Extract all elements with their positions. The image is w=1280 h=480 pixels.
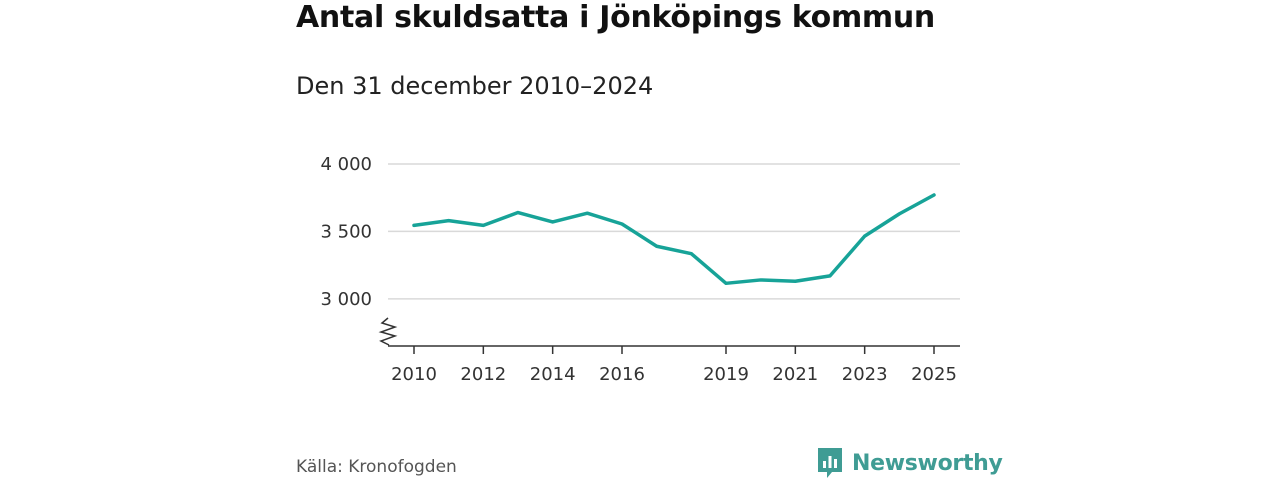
series-line <box>412 193 936 286</box>
data-point <box>828 274 832 278</box>
data-point <box>620 222 624 226</box>
data-point <box>759 278 763 282</box>
brand-name: Newsworthy <box>852 450 1003 476</box>
data-point <box>447 219 451 223</box>
chart-subtitle: Den 31 december 2010–2024 <box>296 72 654 100</box>
data-point <box>412 223 416 227</box>
axis-break-icon <box>378 317 398 346</box>
data-point <box>793 279 797 283</box>
data-point <box>516 211 520 215</box>
x-tick-label: 2016 <box>599 364 645 385</box>
data-point <box>655 244 659 248</box>
data-point <box>551 220 555 224</box>
chart-title: Antal skuldsatta i Jönköpings kommun <box>296 0 935 35</box>
x-tick-label: 2019 <box>703 364 749 385</box>
x-tick-label: 2014 <box>530 364 576 385</box>
source-note: Källa: Kronofogden <box>296 457 457 477</box>
x-tick-label: 2023 <box>842 364 888 385</box>
brand-logo: Newsworthy <box>816 446 1003 480</box>
x-tick-label: 2025 <box>911 364 957 385</box>
data-point <box>932 193 936 197</box>
x-tick-label: 2012 <box>460 364 506 385</box>
x-tick-label: 2021 <box>772 364 818 385</box>
data-point <box>897 212 901 216</box>
data-point <box>689 252 693 256</box>
x-tick-label: 2010 <box>391 364 437 385</box>
data-point <box>481 223 485 227</box>
data-point <box>724 281 728 285</box>
data-point <box>585 211 589 215</box>
data-point <box>863 234 867 238</box>
y-tick-label: 3 500 <box>320 221 372 242</box>
y-tick-label: 3 000 <box>320 289 372 310</box>
newsworthy-logo-icon <box>818 448 842 478</box>
y-tick-label: 4 000 <box>320 154 372 175</box>
